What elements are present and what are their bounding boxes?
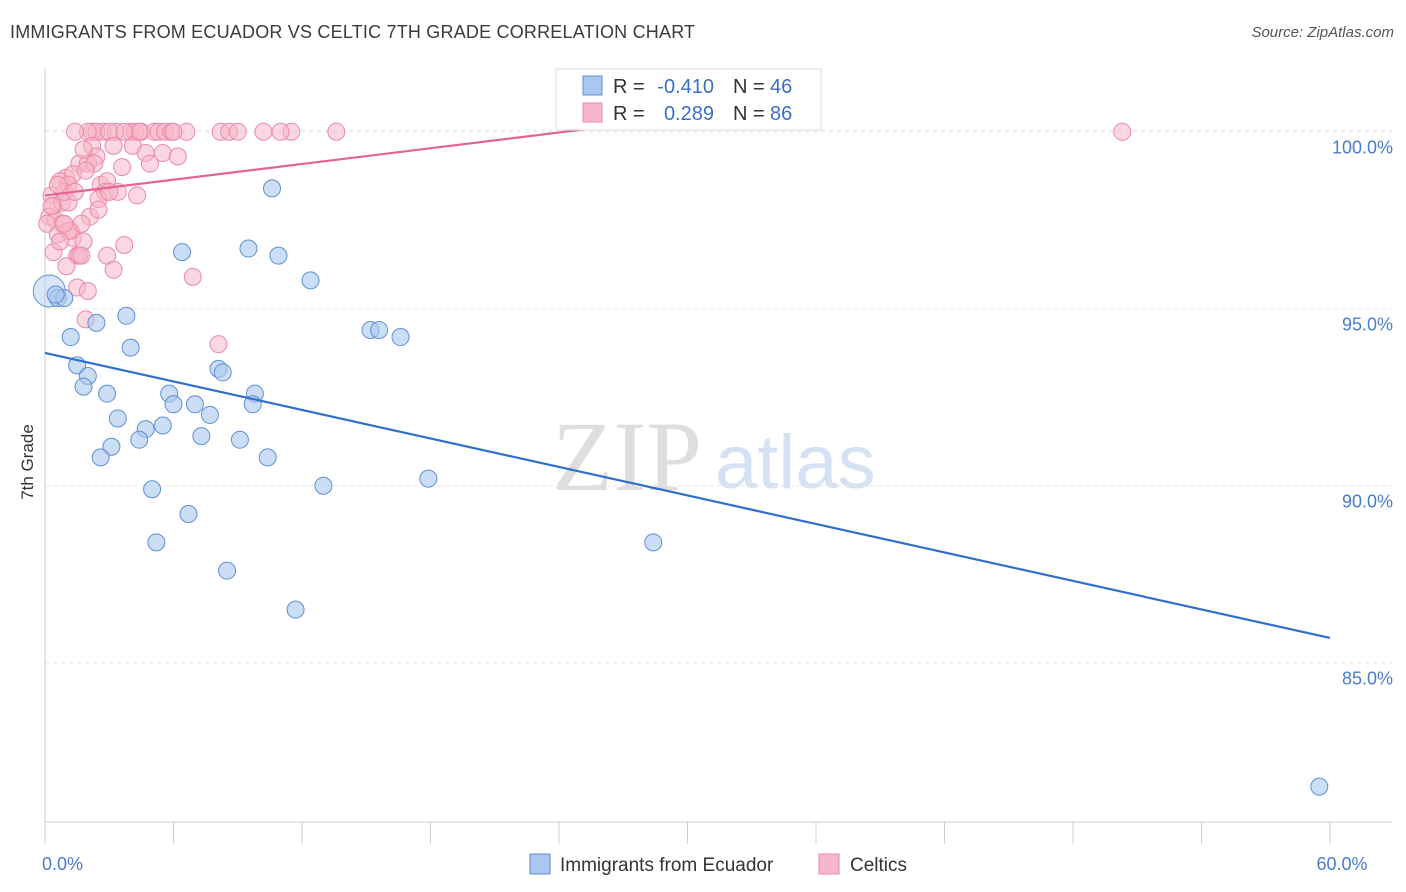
celtics-point [89,200,108,219]
ecuador-point [87,313,106,332]
ecuador-point [314,476,333,495]
x-tick-label: 0.0% [42,854,83,874]
ecuador-point [91,448,110,467]
ecuador-point [153,416,172,435]
ecuador-point [269,246,288,265]
stats-r-label-ecuador: R = [613,76,645,98]
stats-r-label-celtics: R = [613,103,645,125]
ecuador-point [143,480,162,499]
celtics-point [42,197,61,216]
celtics-point [48,175,67,194]
celtics-points [38,122,1132,354]
ecuador-point [419,469,438,488]
ecuador-point [147,533,166,552]
ecuador-point [192,427,211,446]
legend-label-celtics: Celtics [850,855,907,876]
watermark-atlas: atlas [715,420,876,505]
chart-title: IMMIGRANTS FROM ECUADOR VS CELTIC 7TH GR… [10,22,696,42]
celtics-point [128,186,147,205]
source-label: Source: ZipAtlas.com [1251,24,1394,41]
watermark-zip: ZIP [552,401,702,512]
y-axis-label: 7th Grade [18,424,37,500]
ecuador-point [200,405,219,424]
stats-r-value-celtics: 0.289 [664,103,714,125]
celtics-point [50,232,69,251]
ecuador-point [179,505,198,524]
y-tick-label: 90.0% [1342,492,1393,512]
ecuador-point [98,384,117,403]
legend: Immigrants from Ecuador Celtics [529,853,907,876]
celtics-trend-line [44,123,624,197]
ecuador-point [263,179,282,198]
celtics-point [271,122,290,141]
celtics-point [228,122,247,141]
trend-layer [44,123,1331,639]
ecuador-point [1310,777,1329,796]
ecuador-trend-line [44,351,1331,639]
stats-n-value-ecuador: 46 [770,76,792,98]
ecuador-point [391,328,410,347]
celtics-point [72,246,91,265]
celtics-point [1113,122,1132,141]
axis-layer: 100.0% 95.0% 90.0% 85.0% 0.0% 60.0% [42,68,1393,874]
ecuador-point [185,395,204,414]
celtics-point [183,267,202,286]
celtics-point [74,140,93,159]
celtics-point [254,122,273,141]
celtics-point [113,158,132,177]
celtics-point [78,282,97,301]
y-tick-label: 85.0% [1342,669,1393,689]
celtics-point [57,257,76,276]
x-tick-label: 60.0% [1316,854,1367,874]
ecuador-point [46,285,65,304]
stats-n-label-ecuador: N = [733,76,765,98]
y-tick-label: 95.0% [1342,315,1393,335]
legend-swatch-ecuador [529,853,551,875]
ecuador-point [61,328,80,347]
celtics-point [164,122,183,141]
celtics-point [115,122,134,141]
ecuador-point [213,363,232,382]
celtics-point [327,122,346,141]
ecuador-point [230,430,249,449]
ecuador-point [130,430,149,449]
stats-r-value-ecuador: -0.410 [657,76,714,98]
ecuador-point [117,306,136,325]
celtics-point [65,122,84,141]
ecuador-point [164,395,183,414]
celtics-point [140,154,159,173]
legend-label-ecuador: Immigrants from Ecuador [560,855,774,876]
ecuador-point [286,600,305,619]
ecuador-point [370,320,389,339]
ecuador-point [121,338,140,357]
stats-n-label-celtics: N = [733,103,765,125]
stats-swatch-celtics [582,102,603,123]
ecuador-point [74,377,93,396]
celtics-point [209,335,228,354]
ecuador-point [108,409,127,428]
stats-n-value-celtics: 86 [770,103,792,125]
ecuador-point [173,243,192,262]
celtics-point [104,260,123,279]
stats-swatch-ecuador [582,75,603,96]
ecuador-point [301,271,320,290]
ecuador-point [102,437,121,456]
celtics-point [55,214,74,233]
ecuador-points [32,179,1329,796]
celtics-point [104,136,123,155]
celtics-point [115,235,134,254]
ecuador-point [218,561,237,580]
ecuador-point [258,448,277,467]
celtics-point [168,147,187,166]
stats-box: R = -0.410 N = 46 R = 0.289 N = 86 [555,68,822,131]
y-tick-label: 100.0% [1332,138,1393,158]
celtics-point [76,161,95,180]
ecuador-point [644,533,663,552]
legend-swatch-celtics [818,853,840,875]
celtics-point [130,122,149,141]
ecuador-point [239,239,258,258]
